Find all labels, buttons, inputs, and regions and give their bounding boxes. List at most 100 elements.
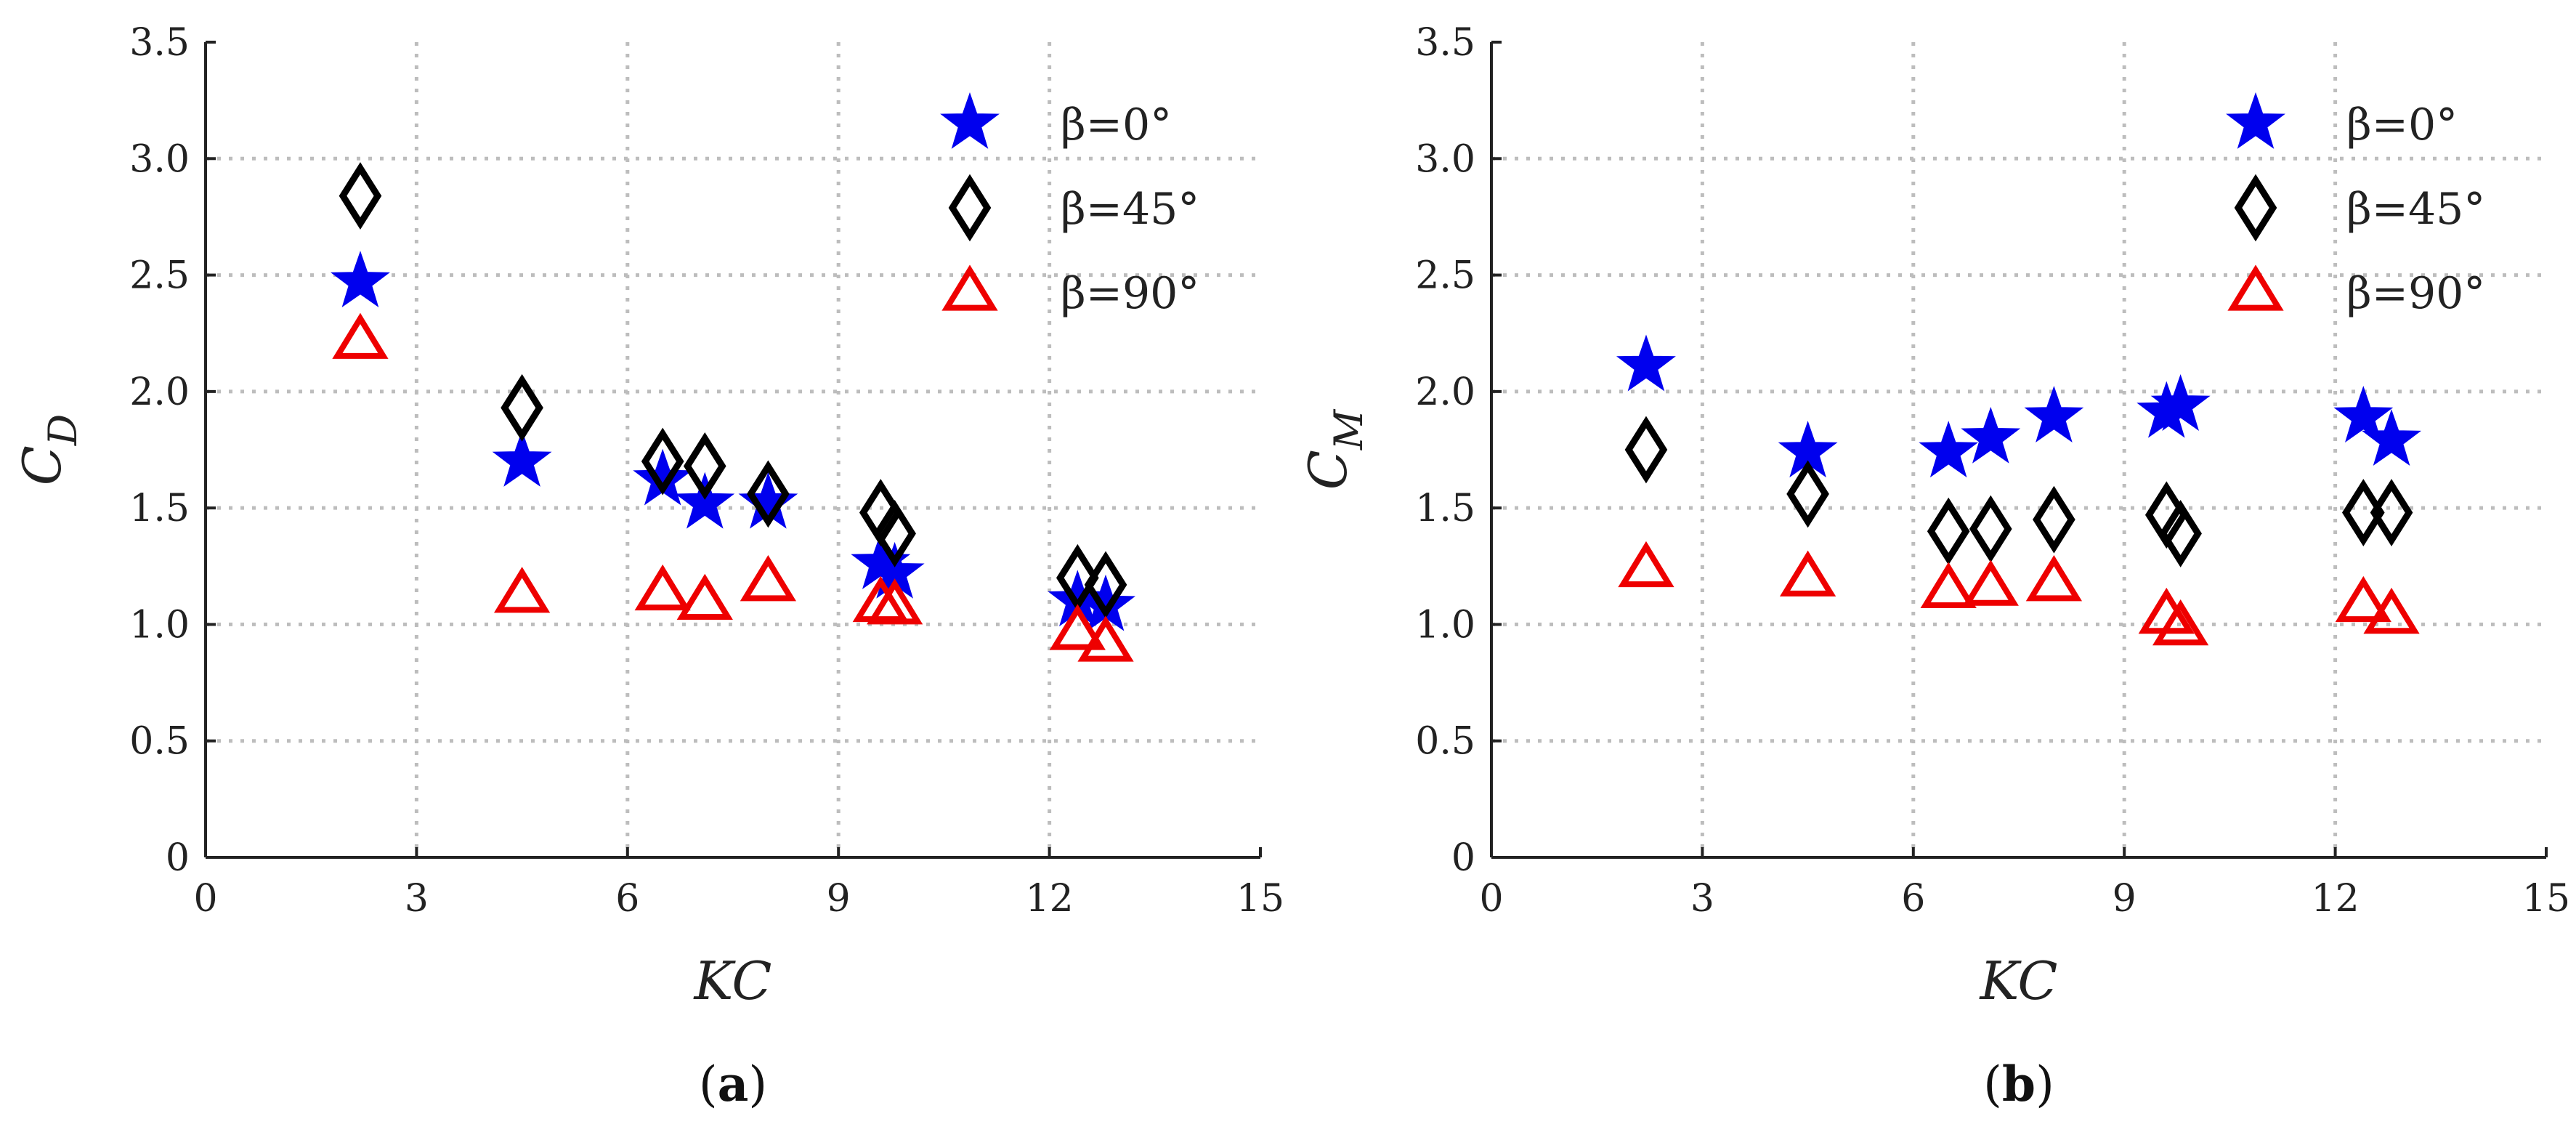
y-tick-label: 0.5 <box>129 720 190 764</box>
legend-marker <box>2234 174 2277 242</box>
data-point <box>1920 562 1977 608</box>
data-point <box>2024 386 2084 442</box>
data-point <box>676 573 733 620</box>
data-point <box>492 429 552 487</box>
data-point <box>1049 604 1106 650</box>
data-point <box>2033 485 2075 554</box>
x-tick-label: 9 <box>2113 877 2136 921</box>
data-point <box>2150 374 2211 431</box>
data-point <box>2341 479 2385 546</box>
y-axis-label: CM <box>1297 408 1372 490</box>
data-point <box>683 432 726 500</box>
series-star <box>331 251 1135 631</box>
data-point <box>740 555 797 602</box>
data-point <box>2152 599 2209 646</box>
y-tick-label: 1.0 <box>129 603 190 647</box>
x-tick-label: 9 <box>827 877 851 921</box>
y-tick-label: 1.5 <box>1415 487 1475 530</box>
y-tick-label: 0.5 <box>1415 720 1475 764</box>
data-point <box>747 460 790 528</box>
legend-marker <box>2227 264 2284 311</box>
x-axis-label: KC <box>1979 950 2058 1011</box>
data-point <box>493 567 551 613</box>
y-tick-label: 3.0 <box>1415 137 1475 181</box>
data-point <box>1961 406 2021 464</box>
y-tick-label: 3.5 <box>129 21 190 65</box>
grid <box>1491 42 2546 857</box>
legend-label: β=0° <box>2346 100 2458 150</box>
data-point <box>2159 499 2202 567</box>
data-point <box>2025 555 2083 602</box>
data-point <box>1786 460 1829 528</box>
data-point <box>2333 386 2394 442</box>
y-tick-label: 0 <box>1451 836 1475 880</box>
legend-label: β=45° <box>2346 184 2485 235</box>
y-tick-label: 1.0 <box>1415 603 1475 647</box>
x-tick-label: 6 <box>1901 877 1925 921</box>
data-point <box>1077 615 1134 662</box>
y-tick-label: 2.0 <box>129 371 190 414</box>
y-axis-label-subscript: M <box>1326 408 1372 450</box>
data-point <box>339 162 382 230</box>
y-axis-label: CD <box>12 414 86 485</box>
x-tick-label: 15 <box>1236 877 1284 921</box>
data-point <box>1624 416 1668 484</box>
series-triangle <box>1618 541 2420 646</box>
panel-caption: (b) <box>1983 1056 2054 1112</box>
y-axis-label-base: C <box>1297 450 1358 490</box>
data-point <box>2335 575 2391 623</box>
data-point <box>675 472 735 529</box>
panel-b: 0 3 6 9 12 1500.51.01.52.02.53.03.5KCCMβ=0°β=… <box>1297 21 2570 1112</box>
y-tick-label: 2.0 <box>1415 371 1475 414</box>
data-point <box>1616 334 1676 392</box>
data-point <box>2363 587 2420 634</box>
data-point <box>1618 541 1674 588</box>
legend: β=0° β=45° β=90° <box>940 92 1199 319</box>
panel-a: 0 3 6 9 12 1500.51.01.52.02.53.03.5KCCDβ=0°β=… <box>12 21 1284 1112</box>
x-tick-label: 0 <box>193 877 217 921</box>
y-axis-label-subscript: D <box>40 414 86 446</box>
x-tick-label: 3 <box>405 877 429 921</box>
series-triangle <box>332 312 1134 662</box>
x-axis-label: KC <box>693 950 772 1011</box>
grid <box>206 42 1260 857</box>
data-point <box>501 373 543 442</box>
data-point <box>1779 550 1836 597</box>
legend-marker <box>941 264 998 311</box>
y-tick-label: 0 <box>166 836 190 880</box>
x-tick-label: 12 <box>1026 877 1074 921</box>
data-point <box>641 427 684 496</box>
y-tick-label: 2.5 <box>129 254 190 298</box>
legend-label: β=0° <box>1061 100 1172 150</box>
data-point <box>2370 479 2413 546</box>
y-tick-label: 3.0 <box>129 137 190 181</box>
data-point <box>1962 559 2019 606</box>
data-point <box>1919 421 1979 478</box>
legend-marker <box>948 174 992 242</box>
data-point <box>867 578 923 625</box>
series-diamond <box>1624 416 2413 567</box>
legend-marker <box>940 92 1000 149</box>
series-star <box>1616 334 2421 478</box>
data-point <box>1927 497 1970 565</box>
legend-label: β=90° <box>2346 268 2485 319</box>
x-tick-label: 3 <box>1690 877 1714 921</box>
legend-label: β=45° <box>1061 184 1199 235</box>
y-tick-label: 1.5 <box>129 487 190 530</box>
data-point <box>634 564 691 611</box>
y-tick-label: 2.5 <box>1415 254 1475 298</box>
data-point <box>2362 409 2421 466</box>
data-point <box>332 312 389 359</box>
series-diamond <box>339 162 1127 619</box>
x-tick-label: 0 <box>1479 877 1503 921</box>
x-tick-label: 12 <box>2312 877 2360 921</box>
x-tick-label: 15 <box>2522 877 2570 921</box>
legend: β=0° β=45° β=90° <box>2226 92 2485 319</box>
data-point <box>873 499 916 567</box>
y-tick-label: 3.5 <box>1415 21 1475 65</box>
data-point <box>331 251 390 307</box>
data-point <box>1969 495 2012 563</box>
legend-label: β=90° <box>1061 268 1199 319</box>
legend-marker <box>2226 92 2285 149</box>
